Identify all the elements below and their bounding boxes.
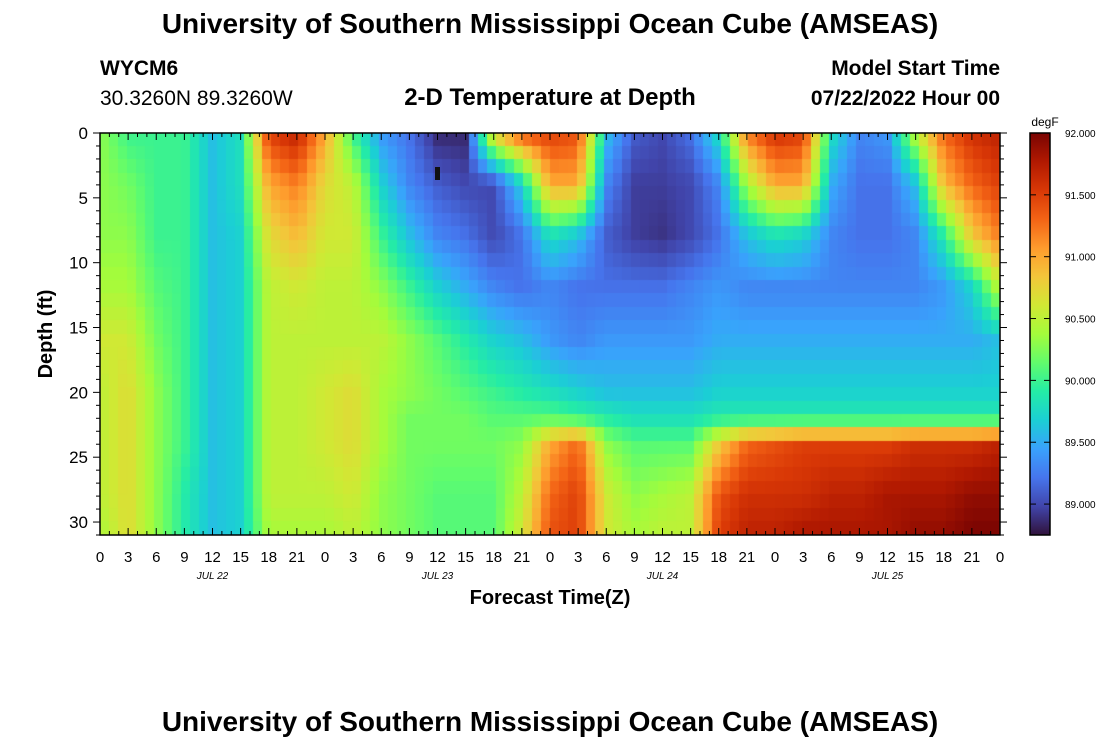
x-tick-labels: 0 3 6 9 12 15 18 21 0 3 6 9 12 15 18 21 0 3 6 9 12 15 18 21 0 3 6 9… [96, 549, 1004, 566]
x-tick-label: 21 [514, 549, 531, 566]
x-tick-label: 3 [349, 549, 357, 566]
colorbar-tick-label: 92.000 [1065, 129, 1096, 140]
colorbar-tick-label: 91.500 [1065, 191, 1096, 202]
x-tick-label: 21 [289, 549, 306, 566]
y-tick-label: 10 [69, 254, 88, 273]
x-tick-label: 15 [907, 549, 924, 566]
y-tick-label: 30 [69, 513, 88, 532]
x-tick-label: 6 [152, 549, 160, 566]
date-labels: JUL 22 JUL 23 JUL 24 JUL 25 [196, 571, 904, 582]
colorbar-unit: degF [1031, 115, 1058, 129]
station-id: WYCM6 [100, 57, 179, 80]
x-tick-label: 0 [996, 549, 1004, 566]
x-tick-label: 12 [654, 549, 671, 566]
station-marker [435, 167, 440, 180]
y-tick-labels: 0 5 10 15 20 25 30 [69, 124, 88, 532]
chart-subtitle: 2-D Temperature at Depth [404, 84, 696, 111]
x-tick-label: 9 [855, 549, 863, 566]
model-start-label: Model Start Time [831, 57, 1000, 80]
y-axis-title: Depth (ft) [35, 290, 57, 379]
colorbar-tick-label: 90.500 [1065, 315, 1096, 326]
x-tick-label: 12 [879, 549, 896, 566]
x-tick-label: 18 [935, 549, 952, 566]
x-tick-label: 18 [485, 549, 502, 566]
x-tick-label: 3 [124, 549, 132, 566]
x-tick-label: 6 [377, 549, 385, 566]
y-tick-label: 25 [69, 448, 88, 467]
x-tick-label: 3 [799, 549, 807, 566]
x-axis-ticks [99, 133, 1001, 535]
footer-title: University of Southern Mississippi Ocean… [161, 706, 939, 737]
colorbar-ticks: 89.000 89.500 90.000 90.500 91.000 91.500 92.0… [1030, 129, 1096, 511]
x-tick-label: 0 [96, 549, 104, 566]
x-tick-label: 18 [710, 549, 727, 566]
x-tick-label: 12 [429, 549, 446, 566]
station-coordinates: 30.3260N 89.3260W [100, 87, 293, 110]
y-tick-label: 15 [69, 319, 88, 338]
x-tick-label: 18 [260, 549, 277, 566]
colorbar [1029, 132, 1051, 536]
x-tick-label: 9 [630, 549, 638, 566]
colorbar-tick-label: 91.000 [1065, 253, 1096, 264]
y-tick-label: 0 [79, 124, 88, 143]
x-tick-label: 6 [827, 549, 835, 566]
x-tick-label: 9 [180, 549, 188, 566]
x-tick-label: 0 [546, 549, 554, 566]
x-tick-label: 6 [602, 549, 610, 566]
date-label: JUL 25 [871, 571, 904, 582]
date-label: JUL 22 [196, 571, 229, 582]
x-tick-label: 21 [964, 549, 981, 566]
x-axis-title: Forecast Time(Z) [470, 587, 631, 609]
y-tick-label: 20 [69, 383, 88, 402]
x-tick-label: 15 [457, 549, 474, 566]
x-tick-label: 0 [321, 549, 329, 566]
y-tick-label: 5 [79, 189, 88, 208]
model-start-value: 07/22/2022 Hour 00 [810, 87, 1000, 110]
heatmap-area [100, 133, 1000, 535]
x-tick-label: 9 [405, 549, 413, 566]
x-tick-label: 3 [574, 549, 582, 566]
date-label: JUL 24 [646, 571, 679, 582]
colorbar-tick-label: 90.000 [1065, 376, 1096, 387]
page-title: University of Southern Mississippi Ocean… [161, 8, 939, 39]
x-tick-label: 12 [204, 549, 221, 566]
heatmap-canvas [100, 133, 1000, 535]
colorbar-tick-label: 89.500 [1065, 438, 1096, 449]
x-tick-label: 15 [682, 549, 699, 566]
x-tick-label: 15 [232, 549, 249, 566]
date-label: JUL 23 [421, 571, 454, 582]
x-tick-label: 21 [739, 549, 756, 566]
y-axis-ticks [93, 132, 1007, 536]
x-tick-label: 0 [771, 549, 779, 566]
colorbar-tick-label: 89.000 [1065, 500, 1096, 511]
